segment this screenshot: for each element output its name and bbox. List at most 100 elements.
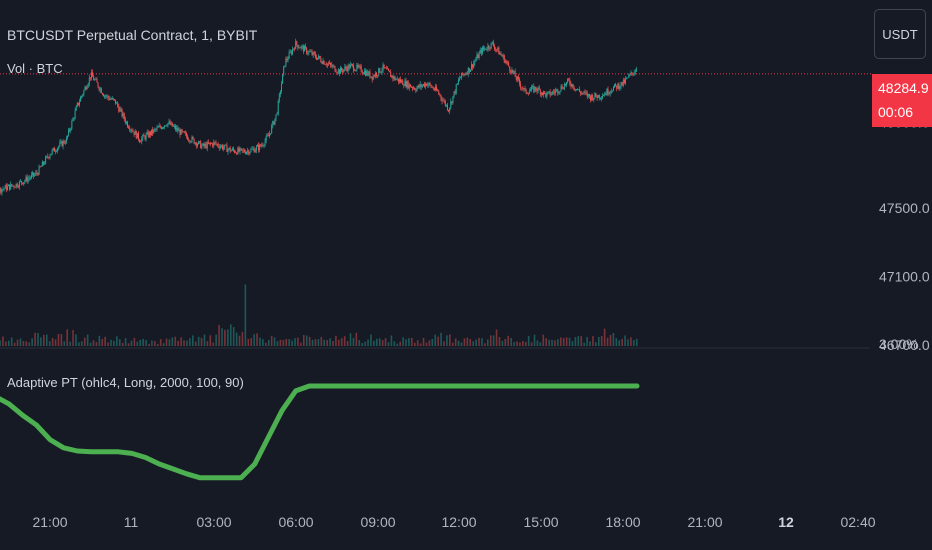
candle-body (486, 49, 488, 51)
candle-body (535, 86, 537, 90)
volume-bar (381, 340, 384, 346)
candle-body (455, 84, 457, 94)
candle-body (134, 131, 136, 135)
indicator-legend[interactable]: Adaptive PT (ohlc4, Long, 2000, 100, 90) (7, 375, 244, 390)
candle-body (373, 75, 375, 77)
candle-body (152, 129, 154, 134)
candle-body (293, 48, 295, 50)
volume-bar (92, 340, 95, 346)
candle-body (139, 139, 141, 142)
candle-body (95, 79, 97, 80)
candle-body (21, 180, 23, 183)
candle-body (338, 69, 340, 74)
symbol-title[interactable]: BTCUSDT Perpetual Contract, 1, BYBIT (7, 27, 258, 43)
candle-body (412, 87, 414, 89)
candle-body (3, 188, 5, 190)
candle-body (109, 98, 111, 100)
volume-legend[interactable]: Vol · BTC (7, 61, 63, 76)
candle-body (45, 157, 47, 164)
candle-body (274, 118, 276, 125)
volume-bar (19, 338, 22, 346)
candle-body (571, 84, 573, 87)
candle-body (628, 75, 630, 78)
candle-body (630, 72, 632, 75)
volume-bar (22, 341, 25, 346)
volume-bar (627, 339, 629, 346)
volume-bar (156, 343, 159, 346)
candle-body (552, 91, 554, 93)
volume-bar (28, 342, 31, 346)
candle-body (177, 127, 179, 132)
candle-body (326, 63, 328, 66)
candle-body (358, 66, 360, 67)
candle-body (97, 82, 99, 88)
candle-body (525, 88, 527, 94)
volume-bar (0, 340, 1, 346)
candle-body (463, 74, 465, 75)
candle-body (416, 87, 418, 92)
candle-body (252, 148, 254, 150)
candle-body (635, 69, 637, 72)
candle-body (193, 138, 195, 144)
volume-bar (116, 336, 118, 346)
volume-bar (238, 335, 241, 346)
candle-body (267, 135, 269, 137)
candle-body (342, 70, 344, 72)
candle-body (125, 122, 127, 123)
volume-bar (317, 339, 320, 346)
volume-bar (554, 340, 556, 346)
candle-body (336, 72, 338, 73)
candle-body (210, 142, 212, 144)
candle-body (450, 101, 452, 108)
volume-bar (267, 339, 270, 346)
volume-bar (460, 342, 463, 346)
volume-bar (340, 338, 343, 346)
candle-body (178, 129, 180, 132)
volume-bar (635, 338, 638, 346)
candle-body (564, 84, 566, 86)
candle-body (202, 143, 204, 146)
candle-body (407, 81, 409, 89)
volume-bar (51, 338, 54, 346)
candle-body (230, 150, 232, 152)
candle-body (434, 86, 436, 91)
volume-bar (492, 335, 495, 346)
candle-body (186, 133, 187, 137)
last-price-tag: 48284.9 00:06 (872, 74, 932, 127)
volume-bar (294, 338, 296, 346)
candle-body (165, 125, 167, 127)
candle-body (199, 141, 201, 142)
currency-button[interactable]: USDT (874, 9, 926, 59)
candle-body (398, 79, 400, 82)
candle-body (176, 127, 178, 130)
candle-body (175, 125, 177, 130)
volume-bar (408, 338, 410, 346)
candle-body (591, 95, 593, 101)
candle-body (372, 75, 374, 80)
candle-body (484, 48, 486, 50)
candle-body (440, 95, 442, 99)
candle-body (585, 92, 587, 94)
volume-bar (597, 336, 600, 346)
candle-body (575, 89, 577, 91)
candle-body (282, 74, 284, 84)
candle-body (117, 102, 119, 107)
candle-body (390, 72, 392, 77)
candle-body (128, 126, 130, 129)
candle-body (244, 152, 246, 154)
candle-body (249, 152, 251, 154)
candle-body (396, 78, 398, 80)
candle-body (259, 144, 261, 150)
candle-body (143, 134, 145, 137)
candle-body (534, 86, 536, 92)
volume-bar (113, 340, 115, 346)
candle-body (541, 92, 543, 95)
candle-body (480, 49, 482, 54)
candle-body (236, 152, 238, 155)
candle-body (491, 42, 493, 43)
volume-bar (489, 335, 492, 346)
volume-bar (282, 340, 285, 346)
candle-body (536, 89, 538, 92)
